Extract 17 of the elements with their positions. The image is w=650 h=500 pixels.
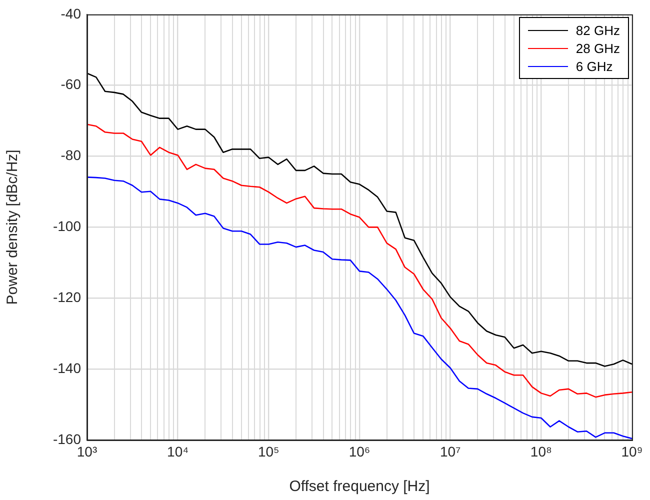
y-tick-label: -100 (52, 218, 82, 234)
x-tick-label: 10⁷ (440, 443, 461, 460)
x-tick-label: 10⁹ (621, 443, 643, 460)
y-tick-label: -40 (60, 5, 82, 22)
y-tick-label: -80 (60, 147, 82, 164)
y-tick-label: -60 (60, 76, 82, 92)
y-tick-label: -140 (52, 360, 82, 376)
legend-label: 28 GHz (576, 40, 620, 56)
y-tick-label: -120 (52, 288, 82, 305)
x-axis-title: Offset frequency [Hz] (289, 478, 430, 496)
legend-label: 82 GHz (576, 22, 620, 38)
x-tick-label: 10⁵ (258, 443, 280, 460)
x-tick-label: 10⁴ (167, 443, 189, 460)
legend-label: 6 GHz (576, 58, 613, 74)
x-tick-label: 10⁶ (348, 443, 370, 460)
x-tick-label: 10⁸ (530, 443, 552, 460)
y-axis-title: Power density [dBc/Hz] (4, 150, 22, 305)
